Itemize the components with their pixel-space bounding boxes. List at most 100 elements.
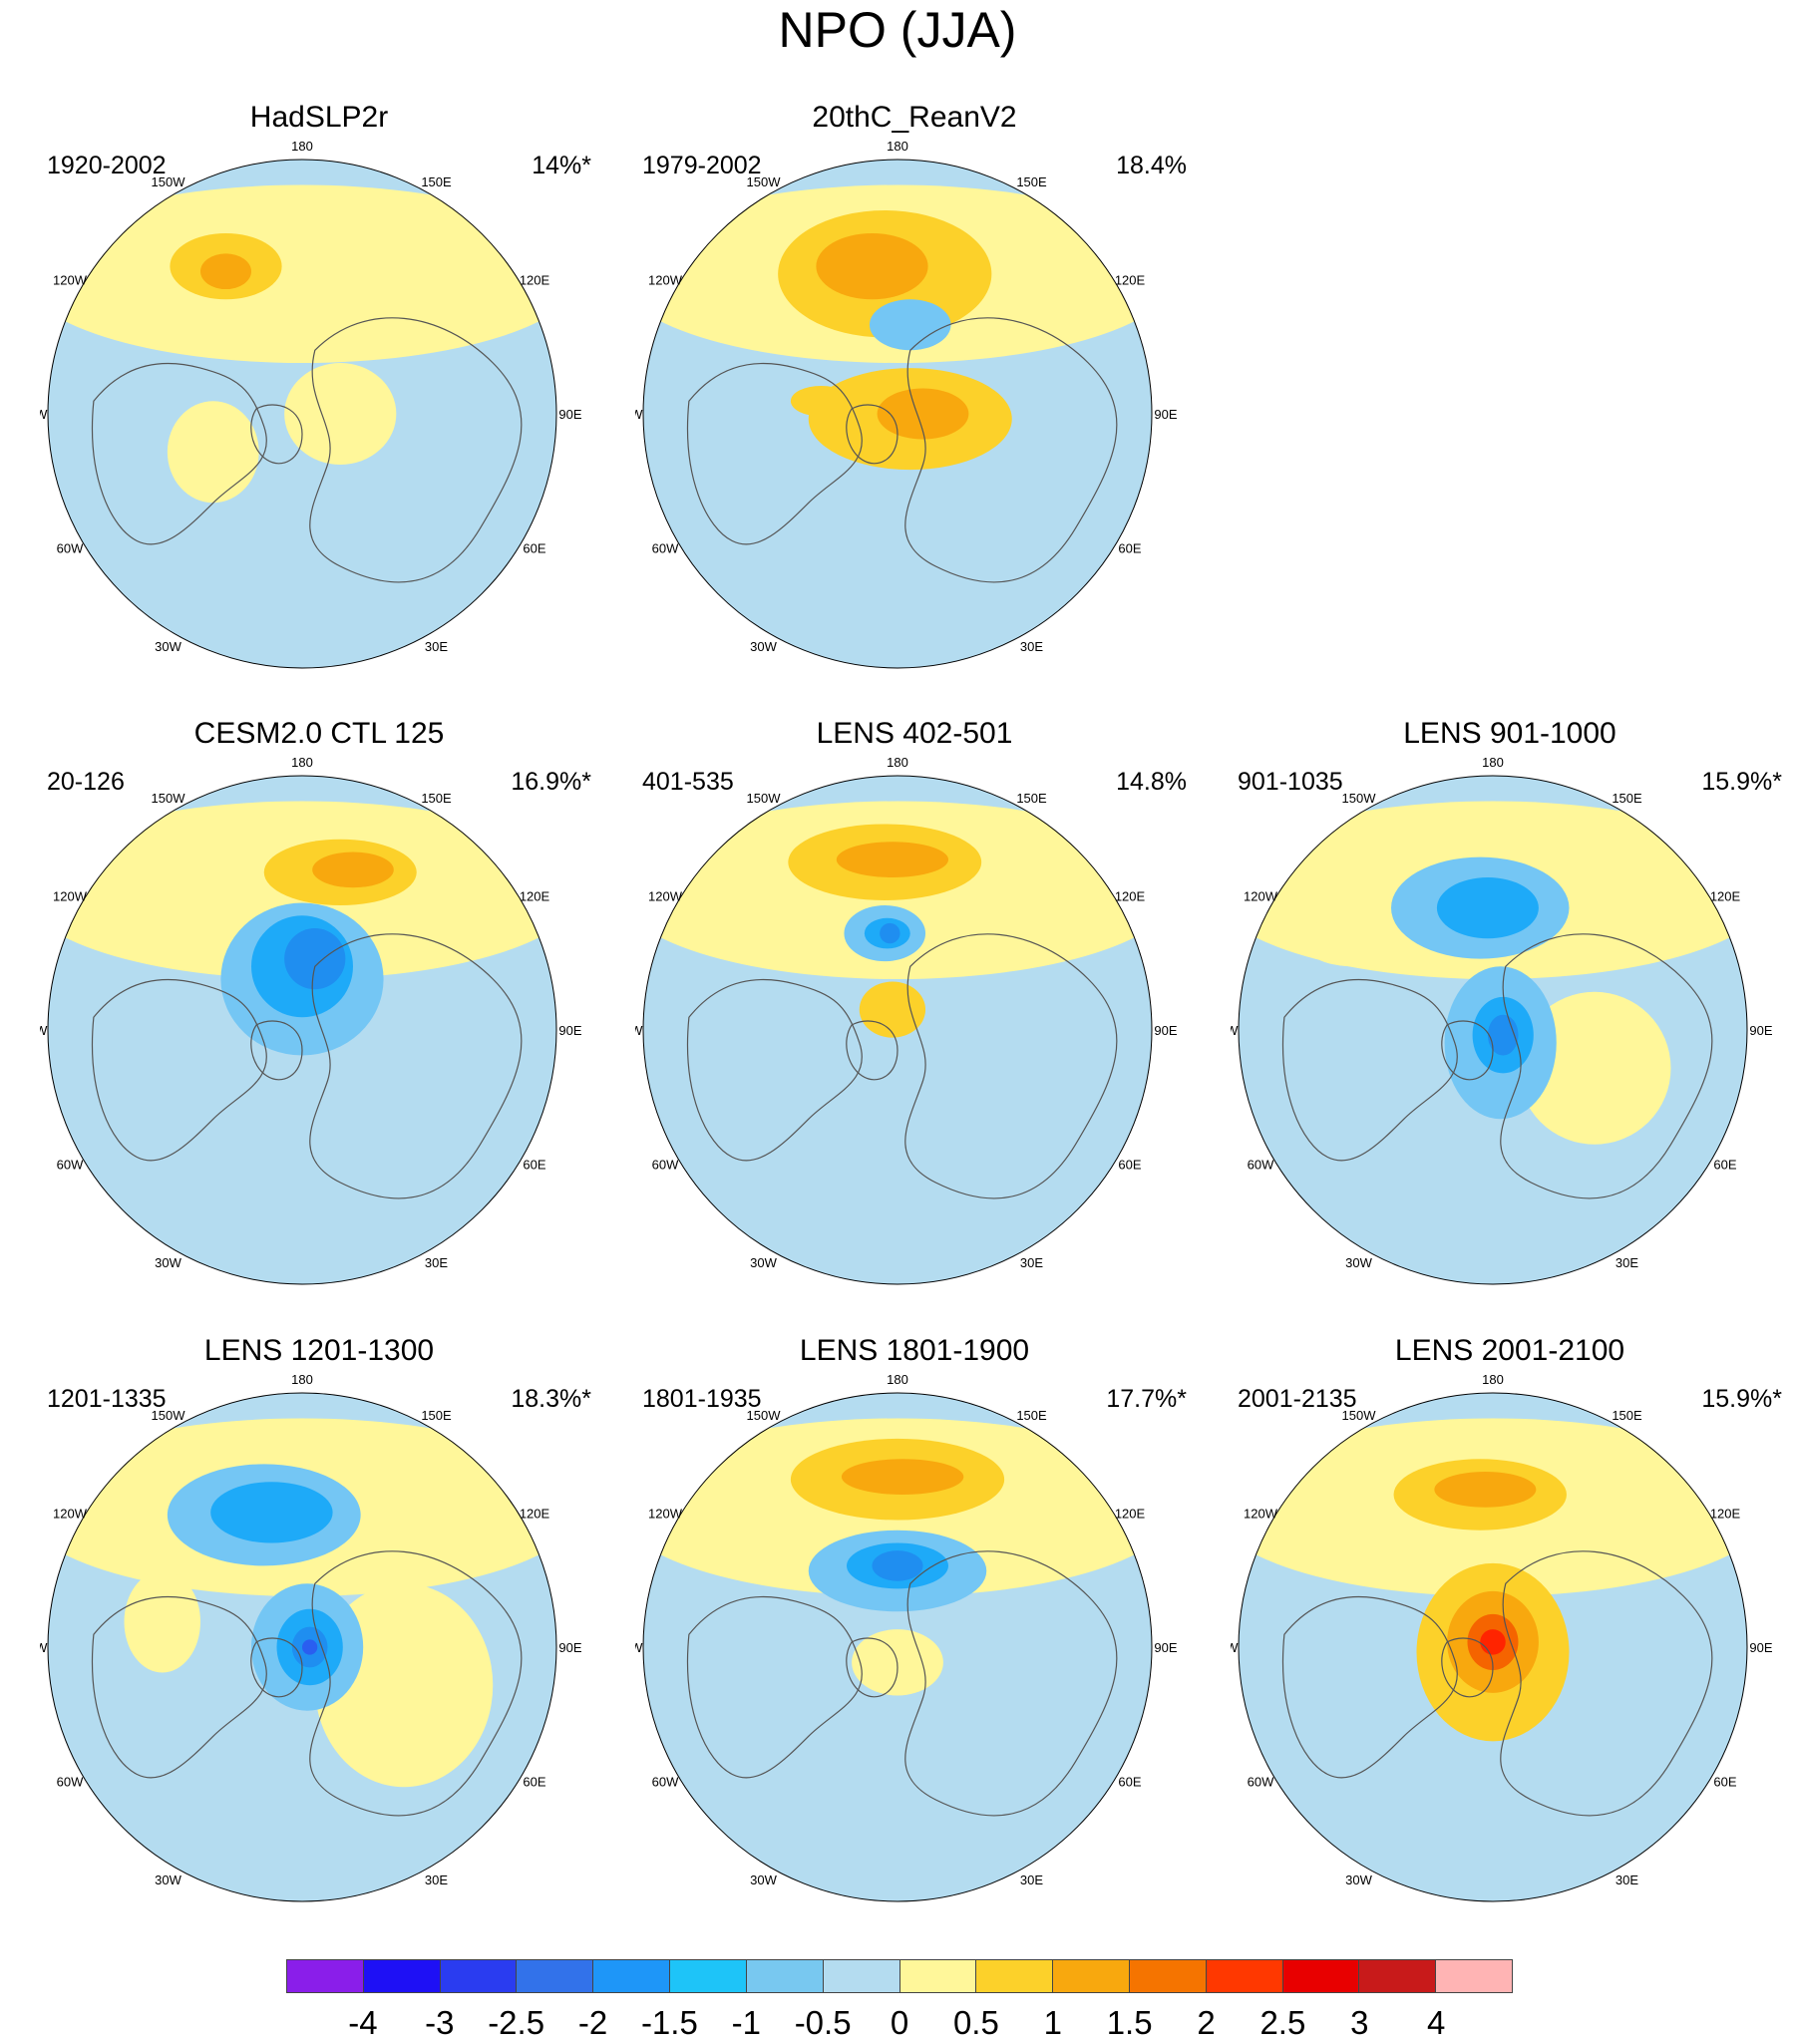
- map-boundary: [1238, 775, 1748, 1285]
- colorbar-tick-label: -1.5: [640, 2004, 698, 2041]
- longitude-label: 150W: [747, 791, 782, 806]
- negative-anomaly-contour: [834, 477, 936, 554]
- longitude-label: 30W: [1345, 1873, 1372, 1887]
- coastline: [1282, 1595, 1458, 1779]
- longitude-label: 30W: [155, 1873, 181, 1887]
- longitude-label: 150E: [1016, 1408, 1047, 1423]
- colorbar-labels: -4 -3 -2.5 -2 -1.5 -1 -0.5 0 0.5 1 1.5 2 2.5 3 4: [0, 2004, 1795, 2044]
- map-panel: 20thC_ReanV2 1979-2002 18.4% 180 150E 120E 90E…: [635, 100, 1194, 678]
- longitude-label: 150E: [1612, 1408, 1642, 1423]
- polar-map: 180 150E 120E 90E 60E 30E 0 30W 60W 90W 120W 150W: [635, 139, 1178, 678]
- longitude-label: 150E: [1612, 791, 1642, 806]
- longitude-label: 90E: [1749, 1023, 1772, 1038]
- longitude-label: 30E: [1616, 1255, 1638, 1270]
- colorbar-tick-label: 4: [1426, 2004, 1446, 2041]
- colorbar-tick-label: 0.5: [952, 2004, 999, 2041]
- longitude-label: 30E: [1616, 1873, 1638, 1887]
- colorbar-segment: [286, 1959, 363, 1993]
- longitude-label: 120W: [648, 273, 683, 288]
- colorbar-tick-label: -1: [731, 2004, 761, 2041]
- panel-variance: 15.9%*: [1701, 768, 1782, 796]
- map-panel: CESM2.0 CTL 125 20-126 16.9%* 180 150E 120E 90…: [40, 716, 598, 1294]
- longitude-label: 60W: [652, 1158, 679, 1173]
- longitude-label: 90E: [558, 407, 581, 422]
- panel-variance: 17.7%*: [1106, 1385, 1187, 1413]
- longitude-label: 90W: [635, 407, 643, 422]
- longitude-label: 120E: [1115, 1507, 1146, 1522]
- longitude-label: 0: [894, 1291, 900, 1294]
- map-panel: LENS 1801-1900 1801-1935 17.7%* 180 150E 120E…: [635, 1333, 1194, 1911]
- coastline: [1441, 1020, 1494, 1081]
- polar-map: 180 150E 120E 90E 60E 30E 0 30W 60W 90W 120W 150W: [635, 755, 1178, 1294]
- colorbar-tick-label: 2.5: [1259, 2004, 1306, 2041]
- longitude-label: 150E: [421, 1408, 452, 1423]
- colorbar-segment: [745, 1959, 823, 1993]
- panel-variance: 18.4%: [1116, 152, 1187, 179]
- colorbar-segment: [669, 1959, 746, 1993]
- longitude-label: 60E: [1118, 1158, 1141, 1173]
- colorbar-tick-label: 1: [1043, 2004, 1062, 2041]
- colorbar-segment: [1052, 1959, 1129, 1993]
- panel-period: 1979-2002: [642, 152, 762, 179]
- longitude-label: 120W: [53, 1507, 88, 1522]
- panel-period: 2001-2135: [1238, 1385, 1357, 1413]
- longitude-label: 120W: [53, 273, 88, 288]
- colorbar-segment: [1128, 1959, 1206, 1993]
- longitude-label: 120W: [648, 889, 683, 904]
- positive-anomaly-contour: [790, 385, 853, 417]
- longitude-label: 180: [887, 139, 908, 154]
- longitude-label: 0: [298, 675, 305, 678]
- longitude-label: 90E: [558, 1023, 581, 1038]
- longitude-label: 60W: [1248, 1158, 1274, 1173]
- longitude-label: 60W: [57, 541, 84, 556]
- longitude-label: 150E: [1016, 174, 1047, 189]
- panel-period: 20-126: [47, 768, 125, 796]
- longitude-label: 90E: [558, 1640, 581, 1655]
- coastline: [1441, 1637, 1494, 1698]
- map-boundary: [642, 775, 1153, 1285]
- longitude-label: 30E: [425, 1873, 448, 1887]
- longitude-label: 60W: [652, 1775, 679, 1790]
- positive-anomaly-contour: [836, 842, 948, 877]
- panel-title: LENS 2001-2100: [1394, 1334, 1625, 1367]
- longitude-label: 90W: [40, 1023, 48, 1038]
- coastline: [309, 317, 523, 583]
- longitude-label: 30W: [155, 639, 181, 654]
- longitude-label: 30E: [1020, 1873, 1043, 1887]
- longitude-label: 90E: [1749, 1640, 1772, 1655]
- longitude-label: 30W: [750, 1255, 777, 1270]
- longitude-label: 0: [298, 1908, 305, 1911]
- coastline: [250, 1020, 303, 1081]
- longitude-label: 150W: [152, 1408, 186, 1423]
- map-panel: LENS 402-501 401-535 14.8% 180 150E 120E 90E 60…: [635, 716, 1194, 1294]
- positive-anomaly-contour: [1434, 1472, 1537, 1508]
- coastline: [1282, 978, 1458, 1162]
- coastline: [309, 933, 523, 1199]
- longitude-label: 150E: [421, 791, 452, 806]
- positive-anomaly-contour: [1518, 991, 1671, 1145]
- longitude-label: 90E: [1154, 1640, 1177, 1655]
- colorbar-tick-label: -0.5: [794, 2004, 852, 2041]
- panel-period: 401-535: [642, 768, 734, 796]
- polar-map: 180 150E 120E 90E 60E 30E 0 30W 60W 90W 120W 150W: [1231, 755, 1773, 1294]
- longitude-label: 180: [887, 1372, 908, 1387]
- longitude-label: 30W: [750, 1873, 777, 1887]
- longitude-label: 90W: [40, 1640, 48, 1655]
- longitude-label: 60E: [1118, 1775, 1141, 1790]
- coastline: [904, 317, 1118, 583]
- longitude-label: 90E: [1154, 1023, 1177, 1038]
- longitude-label: 150W: [1342, 791, 1377, 806]
- longitude-label: 30W: [750, 639, 777, 654]
- longitude-label: 90W: [1231, 1023, 1239, 1038]
- positive-anomaly-contour: [859, 981, 926, 1038]
- longitude-label: 150E: [1016, 791, 1047, 806]
- longitude-label: 150E: [421, 174, 452, 189]
- colorbar-segment: [592, 1959, 670, 1993]
- longitude-label: 90W: [635, 1023, 643, 1038]
- colorbar-tick-label: -3: [425, 2004, 455, 2041]
- coastline: [92, 362, 267, 545]
- longitude-label: 0: [1489, 1908, 1496, 1911]
- positive-anomaly-contour: [284, 363, 397, 465]
- longitude-label: 60W: [652, 541, 679, 556]
- negative-anomaly-contour: [1436, 877, 1539, 939]
